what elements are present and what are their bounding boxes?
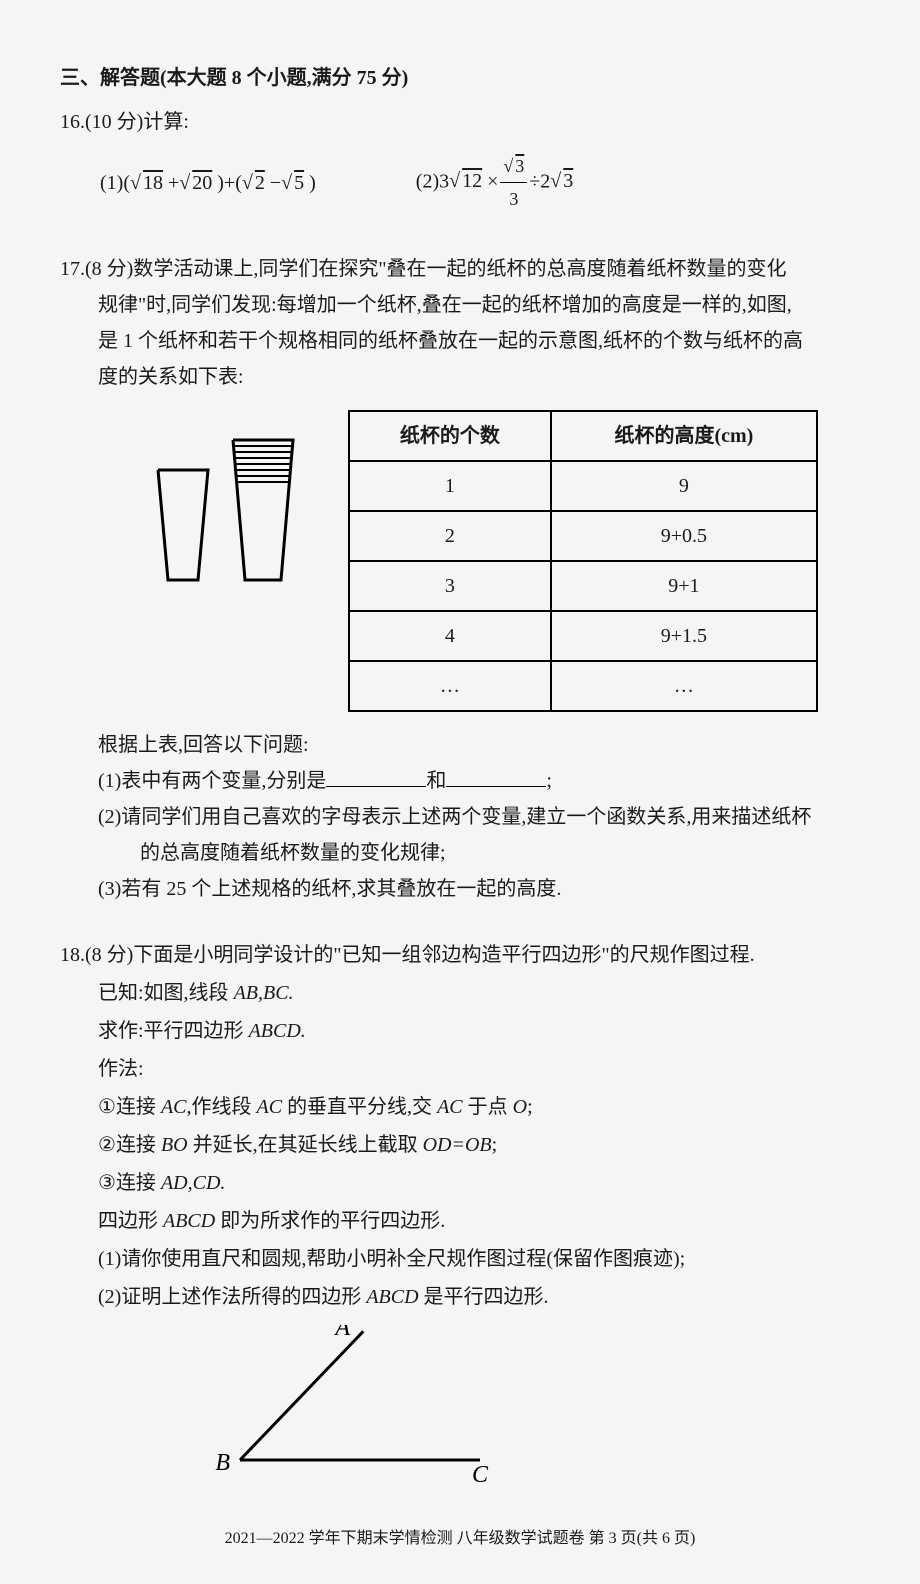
s4-shape: ABCD — [163, 1210, 215, 1232]
s3-seg: AD,CD. — [161, 1172, 225, 1194]
circle-2-icon: ② — [98, 1127, 116, 1163]
q18-sub2: (2)证明上述作法所得的四边形 ABCD 是平行四边形. — [60, 1279, 860, 1315]
q18-header: 18.(8 分)下面是小明同学设计的"已知一组邻边构造平行四边形"的尺规作图过程… — [60, 937, 860, 973]
q16-sqrt20: 20 — [190, 172, 212, 194]
table-cell: 9+1 — [551, 561, 817, 611]
q17-line1: 17.(8 分)数学活动课上,同学们在探究"叠在一起的纸杯的总高度随着纸杯数量的… — [60, 251, 860, 287]
q18-sub1: (1)请你使用直尺和圆规,帮助小明补全尺规作图过程(保留作图痕迹); — [60, 1241, 860, 1277]
q16-p2-label: (2) — [416, 170, 439, 192]
s1-mid: ,作线段 — [187, 1096, 257, 1118]
q17-line3: 是 1 个纸杯和若干个规格相同的纸杯叠放在一起的示意图,纸杯的个数与纸杯的高 — [98, 323, 860, 359]
q18-step2: ②连接 BO 并延长,在其延长线上截取 OD=OB; — [60, 1127, 860, 1163]
s1-mid2: 的垂直平分线,交 — [282, 1096, 437, 1118]
q16-header: 16.(10 分)计算: — [60, 104, 860, 140]
s1-end: 于点 — [463, 1096, 513, 1118]
table-cell: … — [551, 661, 817, 711]
s1-o: O — [513, 1096, 527, 1118]
s1-ac: AC — [161, 1096, 187, 1118]
s1-ac3: AC — [437, 1096, 463, 1118]
q16-part1: (1)(18 +20 )+(2 −5 ) — [100, 165, 316, 201]
svg-text:A: A — [333, 1325, 350, 1341]
q16-frac-num: 3 — [513, 156, 524, 176]
page-footer: 2021—2022 学年下期末学情检测 八年级数学试题卷 第 3 页(共 6 页… — [60, 1525, 860, 1554]
q18-given: 已知:如图,线段 AB,BC. — [60, 975, 860, 1011]
q18-step4: 四边形 ABCD 即为所求作的平行四边形. — [60, 1203, 860, 1239]
s4-end: 即为所求作的平行四边形. — [215, 1210, 445, 1232]
q17-sub3: (3)若有 25 个上述规格的纸杯,求其叠放在一起的高度. — [98, 871, 860, 907]
q18-todo-shape: ABCD. — [249, 1020, 306, 1042]
table-cell: 2 — [349, 511, 551, 561]
table-col2-header: 纸杯的高度(cm) — [551, 411, 817, 461]
table-cell: 1 — [349, 461, 551, 511]
circle-3-icon: ③ — [98, 1165, 116, 1201]
s2-eq: OD=OB — [423, 1134, 492, 1156]
q18-todo-label: 求作:平行四边形 — [98, 1020, 249, 1042]
table-row: 29+0.5 — [349, 511, 817, 561]
svg-text:C: C — [472, 1462, 489, 1485]
q16-p1-label: (1) — [100, 172, 123, 194]
blank-1 — [326, 765, 426, 787]
q16-sqrt2: 2 — [253, 172, 265, 194]
s2-bo: BO — [161, 1134, 188, 1156]
table-row: 39+1 — [349, 561, 817, 611]
q17-sub1: (1)表中有两个变量,分别是 和; — [98, 763, 860, 799]
blank-2 — [446, 765, 546, 787]
table-cell: 9 — [551, 461, 817, 511]
cups-svg — [138, 420, 308, 590]
s1-semi: ; — [527, 1096, 533, 1118]
circle-1-icon: ① — [98, 1089, 116, 1125]
q17-after-table: 根据上表,回答以下问题: — [98, 727, 860, 763]
q18-method: 作法: — [60, 1051, 860, 1087]
q17-line2: 规律"时,同学们发现:每增加一个纸杯,叠在一起的纸杯增加的高度是一样的,如图, — [98, 287, 860, 323]
q18-sub2-end: 是平行四边形. — [419, 1286, 549, 1308]
q17-line4: 度的关系如下表: — [98, 359, 860, 395]
q17-sub1-end: ; — [546, 770, 552, 792]
s2-semi: ; — [492, 1134, 498, 1156]
table-cell: … — [349, 661, 551, 711]
question-16: 16.(10 分)计算: (1)(18 +20 )+(2 −5 ) (2)312… — [60, 104, 860, 216]
s4-pre: 四边形 — [98, 1210, 163, 1232]
q17-sub1-mid: 和 — [426, 770, 446, 792]
geometry-diagram: A B C — [200, 1325, 520, 1485]
s1-ac2: AC — [257, 1096, 283, 1118]
table-row: 49+1.5 — [349, 611, 817, 661]
q16-formulas: (1)(18 +20 )+(2 −5 ) (2)312 ×33÷23 — [60, 150, 860, 216]
q18-sub2-shape: ABCD — [366, 1286, 418, 1308]
s3-pre: 连接 — [116, 1172, 161, 1194]
question-18: 18.(8 分)下面是小明同学设计的"已知一组邻边构造平行四边形"的尺规作图过程… — [60, 937, 860, 1485]
cups-table: 纸杯的个数 纸杯的高度(cm) 1929+0.539+149+1.5…… — [348, 410, 818, 712]
q18-sub2-pre: (2)证明上述作法所得的四边形 — [98, 1286, 366, 1308]
table-cell: 3 — [349, 561, 551, 611]
q16-sqrt12: 12 — [460, 170, 482, 192]
q16-coef1: 3 — [439, 170, 449, 192]
table-col1-header: 纸杯的个数 — [349, 411, 551, 461]
q17-sub2-l2: 的总高度随着纸杯数量的变化规律; — [98, 835, 860, 871]
q16-frac-den: 3 — [500, 183, 527, 215]
q18-todo: 求作:平行四边形 ABCD. — [60, 1013, 860, 1049]
q18-given-label: 已知:如图,线段 — [98, 982, 234, 1004]
q16-sqrt18: 18 — [141, 172, 163, 194]
q16-coef2: 2 — [540, 170, 550, 192]
table-cell: 4 — [349, 611, 551, 661]
question-17: 17.(8 分)数学活动课上,同学们在探究"叠在一起的纸杯的总高度随着纸杯数量的… — [60, 251, 860, 907]
svg-text:B: B — [215, 1450, 230, 1476]
s1-pre: 连接 — [116, 1096, 161, 1118]
s2-mid: 并延长,在其延长线上截取 — [188, 1134, 423, 1156]
table-cell: 9+1.5 — [551, 611, 817, 661]
q17-sub1-pre: (1)表中有两个变量,分别是 — [98, 770, 326, 792]
q18-given-seg: AB,BC. — [234, 982, 294, 1004]
table-cell: 9+0.5 — [551, 511, 817, 561]
table-row: …… — [349, 661, 817, 711]
q16-part2: (2)312 ×33÷23 — [416, 150, 573, 216]
table-row: 19 — [349, 461, 817, 511]
section-header: 三、解答题(本大题 8 个小题,满分 75 分) — [60, 60, 860, 96]
q18-step3: ③连接 AD,CD. — [60, 1165, 860, 1201]
cups-diagram — [98, 410, 348, 590]
q17-sub2-l1: (2)请同学们用自己喜欢的字母表示上述两个变量,建立一个函数关系,用来描述纸杯 — [98, 799, 860, 835]
q18-step1: ①连接 AC,作线段 AC 的垂直平分线,交 AC 于点 O; — [60, 1089, 860, 1125]
q16-sqrt3b: 3 — [561, 170, 573, 192]
q16-sqrt5: 5 — [292, 172, 304, 194]
s2-pre: 连接 — [116, 1134, 161, 1156]
